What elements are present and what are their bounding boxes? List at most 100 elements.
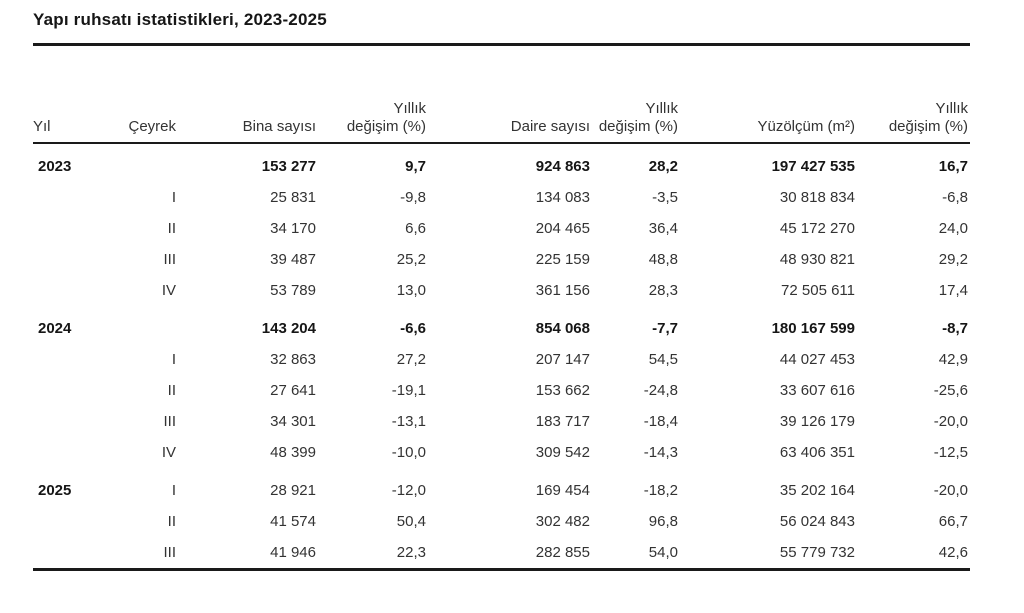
dwelling-annual-change-cell: -18,4 xyxy=(643,413,678,430)
column-header: değişim (%) xyxy=(318,117,428,144)
year-cell: 2023 xyxy=(38,158,72,175)
quarter-cell xyxy=(120,306,178,344)
building-count-cell: 39 487 xyxy=(270,251,316,268)
table-header: Yıllık Yıllık Yıllık Yıl Çeyrek Bina sayısı d… xyxy=(33,100,970,144)
floor-area-annual-change-cell: 66,7 xyxy=(938,513,968,530)
column-header-top: Yıllık xyxy=(393,100,426,117)
building-count-cell: 41 946 xyxy=(270,544,316,561)
floor-area-annual-change-cell: -20,0 xyxy=(933,482,968,499)
floor-area-cell: 45 172 270 xyxy=(779,220,855,237)
floor-area-annual-change-cell: 42,6 xyxy=(938,544,968,561)
year-cell xyxy=(33,537,120,570)
column-header-top xyxy=(120,100,178,117)
building-count-cell: 53 789 xyxy=(270,282,316,299)
statistics-table: Yıllık Yıllık Yıllık Yıl Çeyrek Bina sayısı d… xyxy=(33,100,970,571)
building-count-cell: 27 641 xyxy=(270,382,316,399)
building-annual-change-cell: -12,0 xyxy=(391,482,426,499)
dwelling-annual-change-cell: -18,2 xyxy=(643,482,678,499)
quarter-cell: II xyxy=(167,513,176,530)
dwelling-annual-change-cell: 54,5 xyxy=(648,351,678,368)
quarter-cell: IV xyxy=(161,282,176,299)
floor-area-annual-change-cell: -6,8 xyxy=(942,189,968,206)
column-header-top xyxy=(680,100,857,117)
floor-area-annual-change-cell: 16,7 xyxy=(938,158,968,175)
building-annual-change-cell: -6,6 xyxy=(400,320,426,337)
building-count-cell: 34 301 xyxy=(270,413,316,430)
column-header: Yüzölçüm (m²) xyxy=(680,117,857,144)
column-header: Çeyrek xyxy=(120,117,178,144)
page-title: Yapı ruhsatı istatistikleri, 2023-2025 xyxy=(33,10,327,29)
floor-area-cell: 30 818 834 xyxy=(779,189,855,206)
floor-area-cell: 56 024 843 xyxy=(779,513,855,530)
building-count-cell: 143 204 xyxy=(261,320,316,337)
dwelling-annual-change-cell: 48,8 xyxy=(648,251,678,268)
building-annual-change-cell: -10,0 xyxy=(391,444,426,461)
dwelling-count-cell: 282 855 xyxy=(535,544,590,561)
year-cell: 2024 xyxy=(38,320,72,337)
building-annual-change-cell: 6,6 xyxy=(405,220,426,237)
dwelling-count-cell: 169 454 xyxy=(535,482,590,499)
dwelling-count-cell: 153 662 xyxy=(535,382,590,399)
dwelling-count-cell: 225 159 xyxy=(535,251,590,268)
quarter-cell: I xyxy=(171,189,176,206)
year-cell xyxy=(33,437,120,468)
floor-area-annual-change-cell: 42,9 xyxy=(938,351,968,368)
column-header: Daire sayısı xyxy=(428,117,592,144)
dwelling-annual-change-cell: 28,2 xyxy=(648,158,678,175)
column-header: değişim (%) xyxy=(857,117,970,144)
floor-area-cell: 197 427 535 xyxy=(771,158,855,175)
column-header-top: Yıllık xyxy=(935,100,968,117)
dwelling-annual-change-cell: 96,8 xyxy=(648,513,678,530)
floor-area-annual-change-cell: 17,4 xyxy=(938,282,968,299)
column-header: değişim (%) xyxy=(592,117,680,144)
dwelling-annual-change-cell: 28,3 xyxy=(648,282,678,299)
quarter-cell: I xyxy=(171,482,176,499)
quarter-cell: III xyxy=(163,413,176,430)
quarter-cell: II xyxy=(167,220,176,237)
dwelling-annual-change-cell: 54,0 xyxy=(648,544,678,561)
floor-area-annual-change-cell: -25,6 xyxy=(933,382,968,399)
year-cell xyxy=(33,182,120,213)
table-row: IV 48 399 -10,0 309 542 -14,3 63 406 351… xyxy=(33,437,970,468)
quarter-cell: II xyxy=(167,382,176,399)
column-header-top xyxy=(428,100,592,117)
table-row: III 34 301 -13,1 183 717 -18,4 39 126 17… xyxy=(33,406,970,437)
column-header-top xyxy=(33,100,120,117)
floor-area-cell: 55 779 732 xyxy=(779,544,855,561)
building-count-cell: 48 399 xyxy=(270,444,316,461)
year-cell xyxy=(33,506,120,537)
column-header-top: Yıllık xyxy=(645,100,678,117)
table-row: 2025 I 28 921 -12,0 169 454 -18,2 35 202… xyxy=(33,468,970,506)
building-annual-change-cell: -13,1 xyxy=(391,413,426,430)
building-annual-change-cell: 13,0 xyxy=(396,282,426,299)
floor-area-cell: 44 027 453 xyxy=(779,351,855,368)
year-cell xyxy=(33,244,120,275)
building-annual-change-cell: 50,4 xyxy=(396,513,426,530)
table-row: IV 53 789 13,0 361 156 28,3 72 505 611 1… xyxy=(33,275,970,306)
content-area: Yapı ruhsatı istatistikleri, 2023-2025 Y… xyxy=(33,0,970,571)
dwelling-count-cell: 302 482 xyxy=(535,513,590,530)
table-row: 2024 143 204 -6,6 854 068 -7,7 180 167 5… xyxy=(33,306,970,344)
quarter-cell: I xyxy=(171,351,176,368)
building-count-cell: 41 574 xyxy=(270,513,316,530)
floor-area-cell: 39 126 179 xyxy=(779,413,855,430)
building-annual-change-cell: 9,7 xyxy=(405,158,426,175)
building-annual-change-cell: 25,2 xyxy=(396,251,426,268)
floor-area-cell: 180 167 599 xyxy=(771,320,855,337)
header-row-top: Yıllık Yıllık Yıllık xyxy=(33,100,970,117)
table-row: III 39 487 25,2 225 159 48,8 48 930 821 … xyxy=(33,244,970,275)
table-row: 2023 153 277 9,7 924 863 28,2 197 427 53… xyxy=(33,143,970,182)
floor-area-annual-change-cell: 29,2 xyxy=(938,251,968,268)
floor-area-cell: 72 505 611 xyxy=(781,282,855,299)
building-annual-change-cell: 22,3 xyxy=(396,544,426,561)
header-row-main: Yıl Çeyrek Bina sayısı değişim (%) Daire say… xyxy=(33,117,970,144)
column-header: Bina sayısı xyxy=(178,117,318,144)
building-annual-change-cell: -19,1 xyxy=(391,382,426,399)
building-annual-change-cell: 27,2 xyxy=(396,351,426,368)
quarter-cell xyxy=(120,143,178,182)
dwelling-count-cell: 134 083 xyxy=(535,189,590,206)
dwelling-annual-change-cell: -14,3 xyxy=(643,444,678,461)
floor-area-cell: 63 406 351 xyxy=(779,444,855,461)
dwelling-count-cell: 854 068 xyxy=(535,320,590,337)
dwelling-count-cell: 207 147 xyxy=(535,351,590,368)
